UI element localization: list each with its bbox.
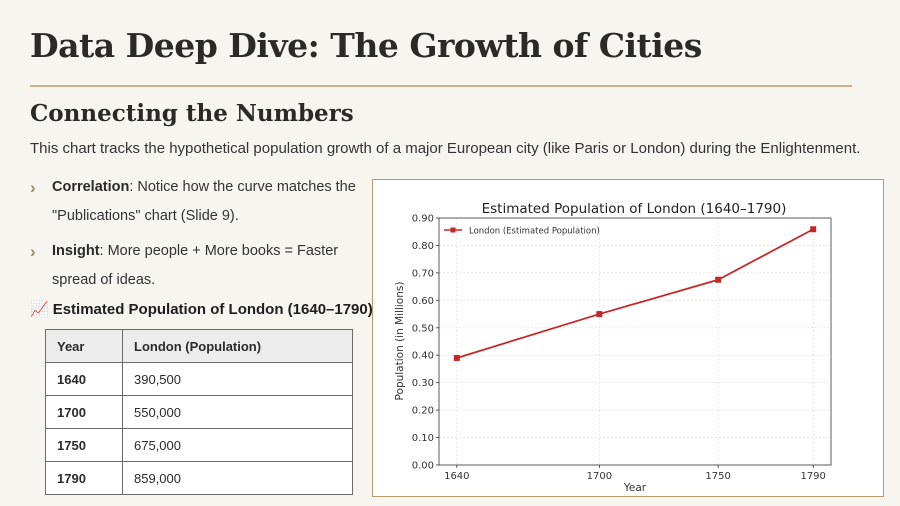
table-row: 1640 390,500: [45, 362, 353, 396]
table-row: 1790 859,000: [45, 461, 353, 495]
y-tick-label: 0.80: [412, 241, 434, 252]
y-tick-label: 0.30: [412, 378, 434, 389]
y-tick-label: 0.20: [412, 406, 434, 417]
bullet-text: : Notice how the curve matches the "Publ…: [52, 179, 356, 224]
data-point: [453, 354, 460, 361]
data-point: [596, 311, 603, 318]
bullet-list: › Correlation: Notice how the curve matc…: [30, 173, 360, 301]
y-axis: 0.00 0.10 0.20 0.30 0.40 0.50 0.60 0.70 0.80 0.90: [412, 214, 439, 472]
cell-population: 390,500: [122, 362, 353, 396]
legend-label: London (Estimated Population): [469, 227, 600, 237]
data-point: [715, 276, 722, 283]
x-axis: 1640 1700 1750 1790: [444, 465, 826, 482]
population-line-chart: Estimated Population of London (1640–179…: [394, 201, 832, 494]
section-heading: Connecting the Numbers: [30, 100, 354, 127]
plot-area: [438, 217, 832, 466]
legend-marker-swatch: [450, 227, 456, 233]
table-caption: 📈 Estimated Population of London (1640–17…: [30, 300, 373, 318]
intro-text: This chart tracks the hypothetical popul…: [30, 140, 861, 157]
bullet-insight: › Insight: More people + More books = Fa…: [30, 237, 360, 295]
x-tick-label: 1790: [800, 471, 825, 482]
x-tick-label: 1750: [705, 471, 730, 482]
cell-population: 550,000: [122, 395, 353, 429]
chart-frame: Estimated Population of London (1640–179…: [372, 179, 884, 497]
y-tick-label: 0.50: [412, 323, 434, 334]
table-row: 1750 675,000: [45, 428, 353, 462]
y-tick-label: 0.70: [412, 268, 434, 279]
chevron-right-icon: ›: [30, 242, 36, 261]
chart-grid: [439, 217, 831, 466]
chart-legend: London (Estimated Population): [444, 227, 600, 237]
chart-series: [453, 226, 817, 361]
y-axis-label: Population (in Millions): [394, 282, 406, 401]
cell-year: 1640: [45, 362, 123, 396]
x-axis-label: Year: [623, 482, 647, 494]
population-table: Year London (Population) 1640 390,500 17…: [45, 329, 353, 495]
cell-year: 1750: [45, 428, 123, 462]
bullet-correlation: › Correlation: Notice how the curve matc…: [30, 173, 360, 231]
cell-population: 859,000: [122, 461, 353, 495]
table-row: 1700 550,000: [45, 395, 353, 429]
title-divider: [30, 85, 852, 87]
column-header-population: London (Population): [122, 329, 353, 363]
page-title: Data Deep Dive: The Growth of Cities: [30, 26, 702, 65]
y-tick-label: 0.10: [412, 433, 434, 444]
chevron-right-icon: ›: [30, 178, 36, 197]
table-caption-text: Estimated Population of London (1640–179…: [52, 301, 373, 318]
y-tick-label: 0.60: [412, 296, 434, 307]
cell-year: 1700: [45, 395, 123, 429]
y-tick-label: 0.00: [412, 461, 434, 472]
column-header-year: Year: [45, 329, 123, 363]
y-tick-label: 0.40: [412, 351, 434, 362]
series-line: [456, 228, 814, 359]
chart-title: Estimated Population of London (1640–179…: [482, 201, 787, 217]
y-tick-label: 0.90: [412, 214, 434, 225]
cell-year: 1790: [45, 461, 123, 495]
x-tick-label: 1640: [444, 471, 469, 482]
cell-population: 675,000: [122, 428, 353, 462]
chart-emoji-icon: 📈: [30, 301, 49, 318]
bullet-term: Insight: [52, 243, 100, 259]
x-tick-label: 1700: [587, 471, 612, 482]
table-header-row: Year London (Population): [45, 329, 353, 363]
data-point: [810, 226, 817, 233]
bullet-term: Correlation: [52, 179, 130, 195]
bullet-text: : More people + More books = Faster spre…: [52, 243, 339, 288]
